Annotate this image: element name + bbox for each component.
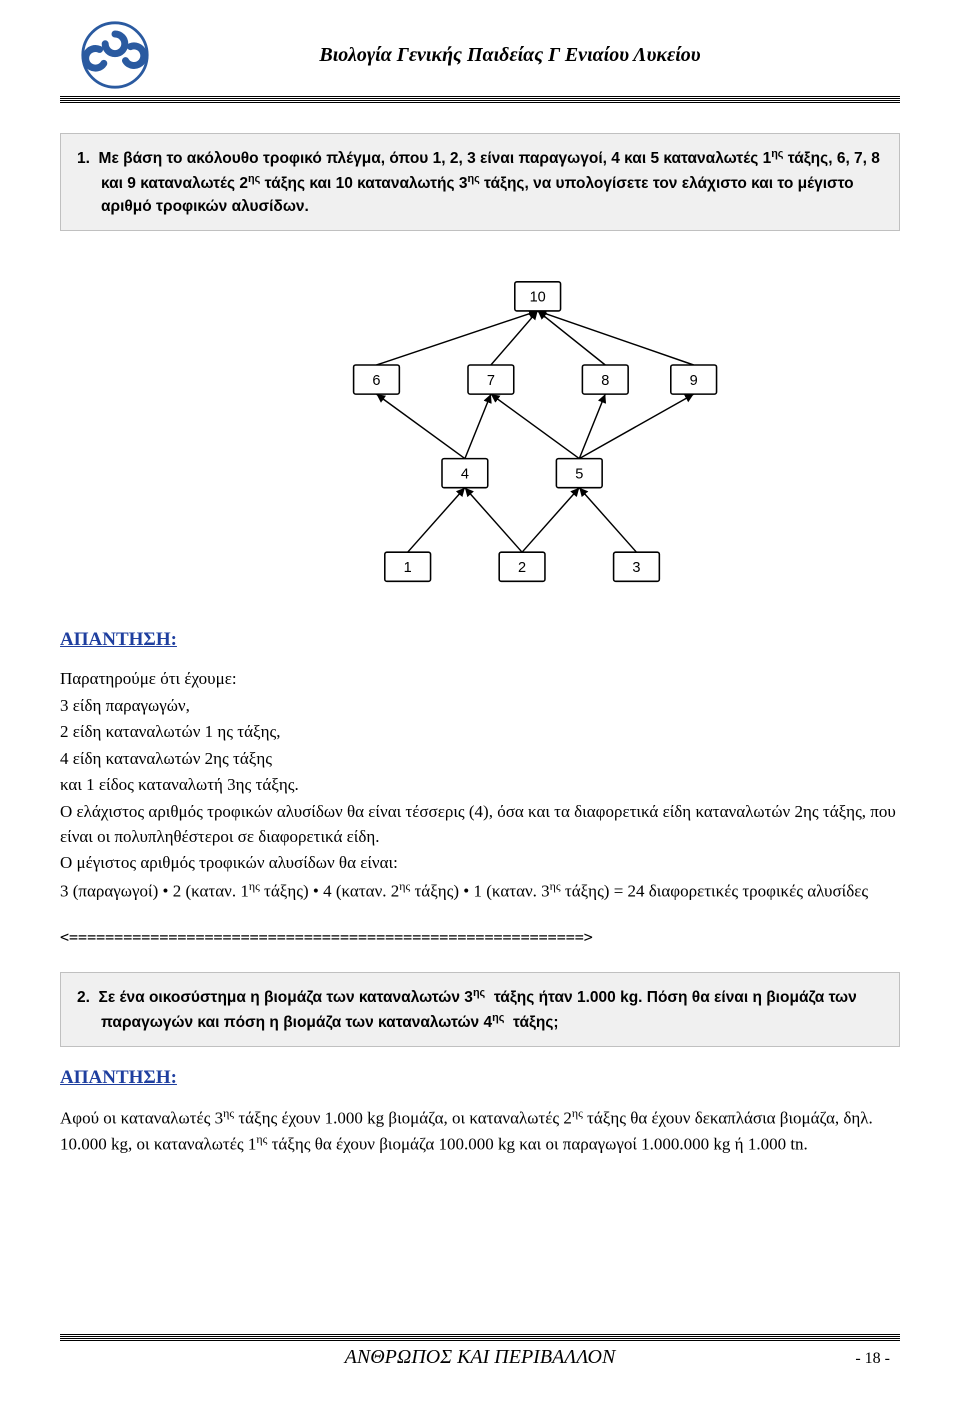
diagram-node: 3 [614,552,660,581]
answer-1-intro: Παρατηρούμε ότι έχουμε: [60,667,900,692]
question-1-box: 1. Με βάση το ακόλουθο τροφικό πλέγμα, ό… [60,133,900,231]
svg-text:8: 8 [601,373,609,389]
svg-text:5: 5 [575,466,583,482]
svg-text:3: 3 [632,560,640,576]
food-web-diagram: 1 2 3 4 5 6 7 8 9 10 [60,261,900,599]
answer-1-body: Παρατηρούμε ότι έχουμε: 3 είδη παραγωγών… [60,667,900,904]
question-2-box: 2. Σε ένα οικοσύστημα η βιομάζα των κατα… [60,972,900,1047]
header-title: Βιολογία Γενικής Παιδείας Γ Ενιαίου Λυκε… [120,44,900,67]
diagram-node: 6 [354,365,400,394]
footer-title: ΑΝΘΡΩΠΟΣ ΚΑΙ ΠΕΡΙΒΑΛΛΟΝ [130,1346,830,1369]
svg-text:6: 6 [372,373,380,389]
answer-1-li3: 4 είδη καταναλωτών 2ης τάξης [60,747,900,772]
diagram-node: 7 [468,365,514,394]
answer-2-header: ΑΠΑΝΤΗΣΗ: [60,1067,900,1089]
diagram-node: 1 [385,552,431,581]
answer-1-li1: 3 είδη παραγωγών, [60,694,900,719]
diagram-node: 2 [499,552,545,581]
question-1-text: 1. Με βάση το ακόλουθο τροφικό πλέγμα, ό… [77,150,880,215]
answer-1-header: ΑΠΑΝΤΗΣΗ: [60,629,900,651]
answer-1-li4: και 1 είδος καταναλωτή 3ης τάξης. [60,773,900,798]
svg-text:4: 4 [461,466,469,482]
diagram-node: 5 [556,459,602,488]
diagram-node: 9 [671,365,717,394]
question-2-text: 2. Σε ένα οικοσύστημα η βιομάζα των κατα… [77,989,857,1030]
answer-1-li2: 2 είδη καταναλωτών 1 ης τάξης, [60,720,900,745]
answer-1-p1: Ο ελάχιστος αριθμός τροφικών αλυσίδων θα… [60,800,900,849]
answer-1-p3: 3 (παραγωγοί) • 2 (καταν. 1ης τάξης) • 4… [60,878,900,904]
answer-2-body: Αφού οι καταναλωτές 3ης τάξης έχουν 1.00… [60,1105,900,1158]
svg-text:10: 10 [530,290,546,306]
answer-2-p1: Αφού οι καταναλωτές 3ης τάξης έχουν 1.00… [60,1105,900,1158]
footer-page-number: - 18 - [830,1350,890,1368]
separator: <=======================================… [60,928,900,946]
diagram-node: 10 [515,282,561,311]
svg-text:1: 1 [404,560,412,576]
answer-1-p2: Ο μέγιστος αριθμός τροφικών αλυσίδων θα … [60,851,900,876]
recycle-logo-icon [80,20,150,90]
svg-text:9: 9 [690,373,698,389]
diagram-node: 8 [582,365,628,394]
page-footer: ΑΝΘΡΩΠΟΣ ΚΑΙ ΠΕΡΙΒΑΛΛΟΝ - 18 - [60,1334,900,1369]
page-header: Βιολογία Γενικής Παιδείας Γ Ενιαίου Λυκε… [60,20,900,90]
diagram-node: 4 [442,459,488,488]
header-divider [60,96,900,103]
svg-text:7: 7 [487,373,495,389]
svg-text:2: 2 [518,560,526,576]
